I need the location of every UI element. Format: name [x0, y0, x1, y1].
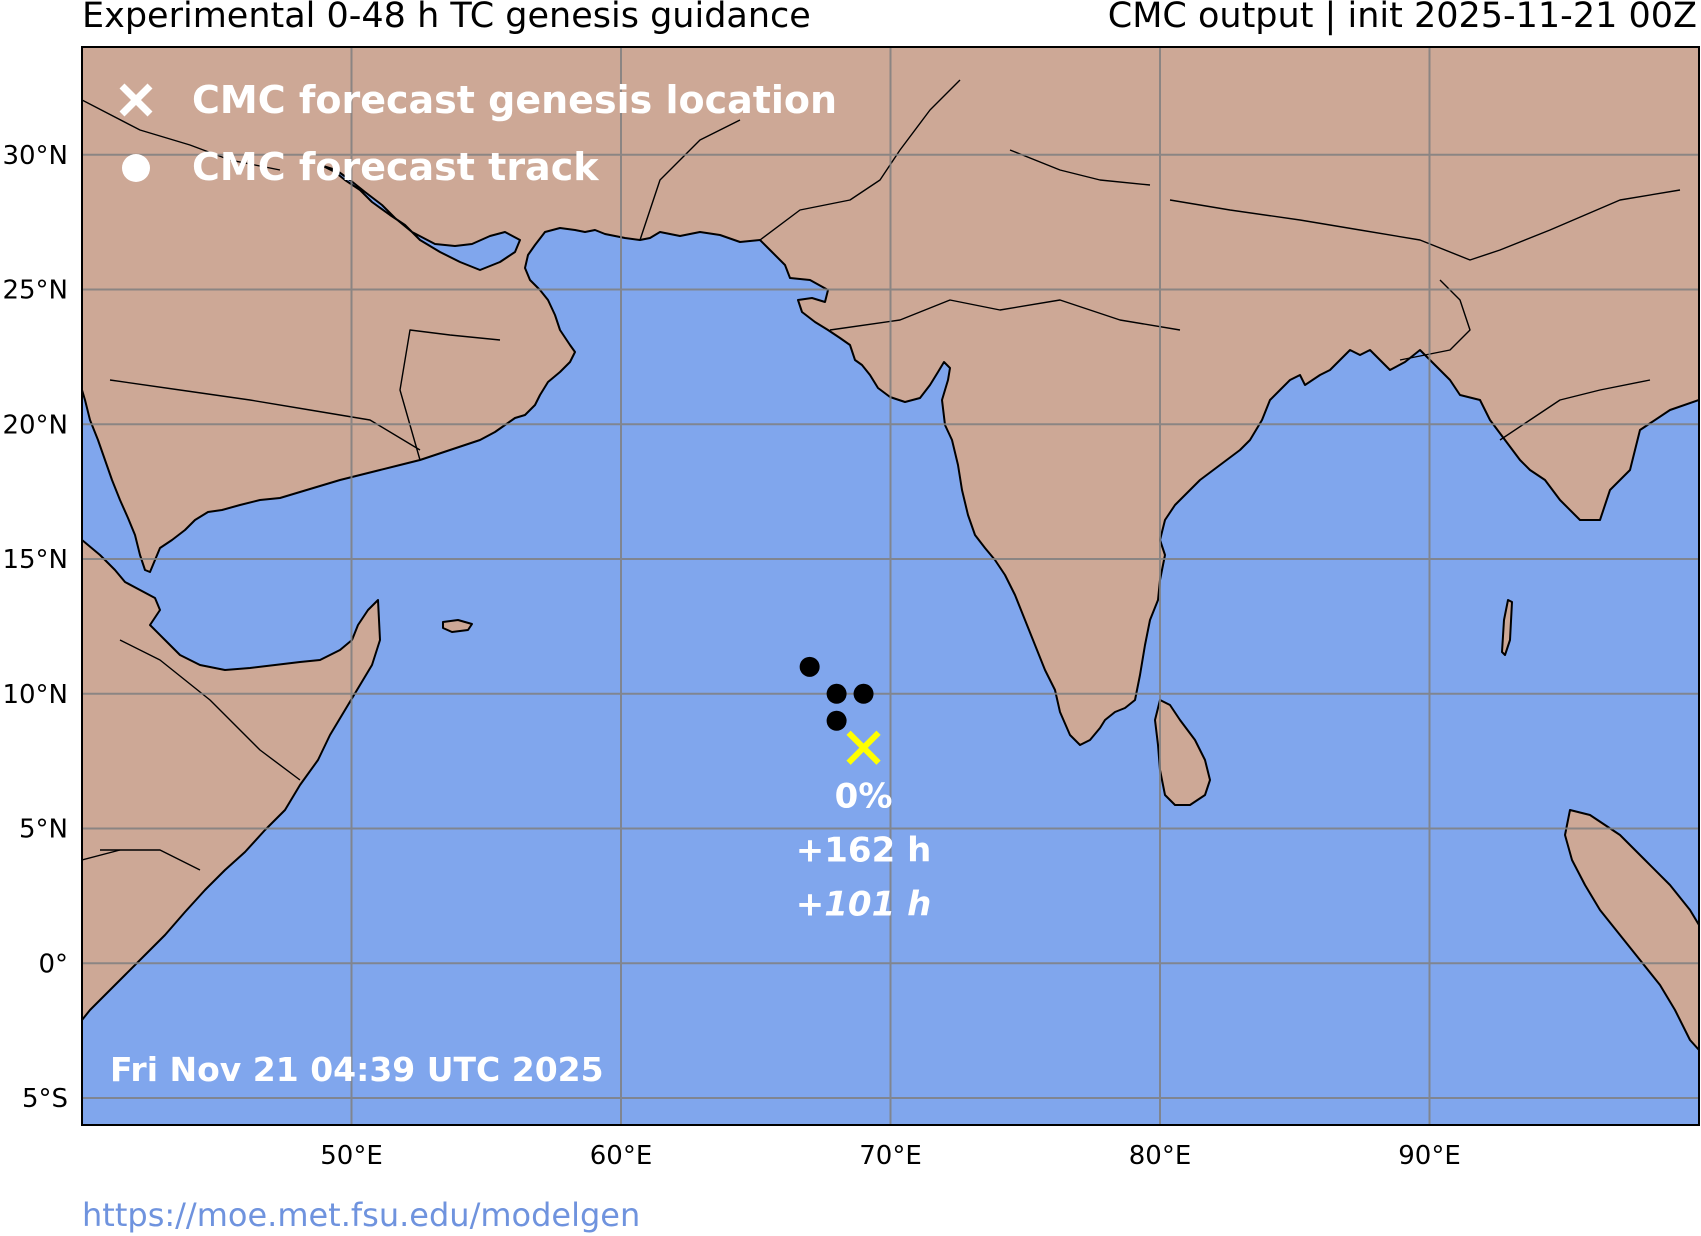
landmass-socotra: [443, 620, 472, 632]
lat-tick-label: 30°N: [2, 141, 68, 171]
dot-icon: [122, 154, 150, 182]
lon-tick-label: 50°E: [320, 1141, 383, 1171]
legend-track-label: CMC forecast track: [192, 145, 599, 189]
track-point: [854, 684, 874, 704]
timestamp: Fri Nov 21 04:39 UTC 2025: [110, 1050, 604, 1089]
lat-tick-label: 5°S: [22, 1084, 68, 1114]
lat-tick-label: 10°N: [2, 680, 68, 710]
track-point: [800, 657, 820, 677]
lat-tick-label: 5°N: [19, 815, 68, 845]
latitude-tick-labels: 30°N 25°N 20°N 15°N 10°N 5°N 0° 5°S: [2, 141, 68, 1114]
track-point: [827, 711, 847, 731]
genesis-lead-time: +162 h: [796, 831, 932, 871]
track-point: [827, 684, 847, 704]
longitude-tick-labels: 50°E 60°E 70°E 80°E 90°E: [320, 1141, 1461, 1171]
lon-tick-label: 70°E: [859, 1141, 922, 1171]
genesis-probability: 0%: [835, 777, 893, 817]
title-left: Experimental 0-48 h TC genesis guidance: [82, 0, 811, 36]
lat-tick-label: 20°N: [2, 410, 68, 440]
lat-tick-label: 25°N: [2, 276, 68, 306]
lon-tick-label: 80°E: [1129, 1141, 1192, 1171]
title-right: CMC output | init 2025-11-21 00Z: [1108, 0, 1697, 36]
lat-tick-label: 15°N: [2, 545, 68, 575]
lat-tick-label: 0°: [38, 949, 68, 979]
lon-tick-label: 60°E: [590, 1141, 653, 1171]
legend-genesis-label: CMC forecast genesis location: [192, 78, 837, 122]
source-url[interactable]: https://moe.met.fsu.edu/modelgen: [82, 1196, 640, 1234]
genesis-lead-time-italic: +101 h: [796, 885, 932, 925]
lon-tick-label: 90°E: [1398, 1141, 1461, 1171]
